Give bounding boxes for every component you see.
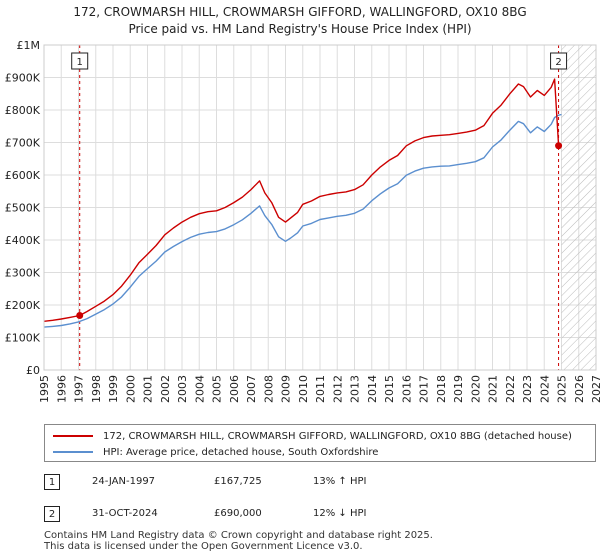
legend-item-property: 172, CROWMARSH HILL, CROWMARSH GIFFORD, …	[53, 428, 572, 444]
property-price-line	[43, 78, 560, 322]
sale-hpi-diff: 13% ↑ HPI	[313, 476, 367, 487]
legend-item-hpi: HPI: Average price, detached house, Sout…	[53, 444, 378, 460]
y-tick-label: £300K	[5, 267, 41, 280]
x-tick-label: 2023	[521, 375, 534, 403]
x-tick-label: 2017	[418, 375, 431, 403]
footer-licence: This data is licensed under the Open Gov…	[44, 541, 363, 552]
x-tick-label: 2022	[504, 375, 517, 403]
x-tick-label: 1995	[38, 375, 51, 403]
x-tick-label: 2014	[366, 375, 379, 403]
x-tick-label: 2026	[573, 375, 586, 403]
sale-date: 31-OCT-2024	[92, 508, 158, 519]
y-tick-label: £900K	[5, 72, 41, 85]
x-tick-label: 2020	[469, 375, 482, 403]
y-tick-label: £200K	[5, 299, 41, 312]
sale-price: £690,000	[214, 508, 262, 519]
x-tick-label: 2005	[211, 375, 224, 403]
x-tick-label: 2011	[314, 375, 327, 403]
y-tick-label: £100K	[5, 332, 41, 345]
legend-swatch-hpi	[53, 451, 93, 453]
x-tick-label: 2010	[297, 375, 310, 403]
sale-hpi-diff: 12% ↓ HPI	[313, 508, 367, 519]
x-tick-label: 2006	[228, 375, 241, 403]
hpi-line	[43, 113, 562, 328]
x-tick-label: 2000	[124, 375, 137, 403]
x-tick-label: 2008	[262, 375, 275, 403]
x-tick-label: 1998	[90, 375, 103, 403]
forecast-hatch	[561, 45, 596, 370]
chart-title: 172, CROWMARSH HILL, CROWMARSH GIFFORD, …	[73, 5, 526, 19]
y-axis: £0 £100K £200K £300K £400K £500K £600K £700K £80…	[5, 39, 41, 377]
x-tick-label: 1999	[107, 375, 120, 403]
x-tick-label: 2019	[452, 375, 465, 403]
y-tick-label: £800K	[5, 104, 41, 117]
y-tick-label: £500K	[5, 202, 41, 215]
footer: Contains HM Land Registry data © Crown c…	[44, 530, 433, 552]
footer-copyright: Contains HM Land Registry data © Crown c…	[44, 530, 433, 541]
y-tick-label: £400K	[5, 234, 41, 247]
y-tick-label: £1M	[17, 39, 41, 52]
sale-label-number: 2	[555, 57, 561, 68]
legend-label-property: 172, CROWMARSH HILL, CROWMARSH GIFFORD, …	[103, 430, 572, 442]
chart-subtitle: Price paid vs. HM Land Registry's House …	[128, 22, 471, 36]
x-tick-label: 2012	[331, 375, 344, 403]
series-lines	[43, 78, 562, 328]
x-tick-label: 2002	[159, 375, 172, 403]
plot-border	[43, 44, 597, 371]
x-tick-label: 2018	[435, 375, 448, 403]
x-tick-label: 2016	[400, 375, 413, 403]
y-tick-label: £700K	[5, 137, 41, 150]
sale-point	[555, 142, 563, 150]
y-tick-label: £600K	[5, 169, 41, 182]
legend: 172, CROWMARSH HILL, CROWMARSH GIFFORD, …	[44, 424, 596, 462]
x-tick-label: 2001	[142, 375, 155, 403]
x-tick-label: 2009	[280, 375, 293, 403]
legend-label-hpi: HPI: Average price, detached house, Sout…	[103, 446, 379, 458]
sale-price: £167,725	[214, 476, 262, 487]
x-tick-label: 2015	[383, 375, 396, 403]
price-chart: 172, CROWMARSH HILL, CROWMARSH GIFFORD, …	[5, 5, 600, 403]
sale-number-badge: 2	[44, 506, 60, 522]
x-tick-label: 1997	[73, 375, 86, 403]
x-tick-label: 2013	[349, 375, 362, 403]
x-axis: 1995 1996 1997 1998 1999 2000 2001 2002 2003 2004…	[38, 375, 600, 403]
x-tick-label: 2027	[590, 375, 600, 403]
x-tick-label: 2024	[538, 375, 551, 403]
sale-point	[76, 311, 84, 319]
y-tick-label: £0	[26, 364, 40, 377]
x-tick-label: 1996	[55, 375, 68, 403]
x-tick-label: 2021	[487, 375, 500, 403]
sale-label-box	[550, 52, 568, 70]
sale-label-number: 1	[77, 57, 83, 68]
sale-number-badge: 1	[44, 474, 60, 490]
x-tick-label: 2007	[245, 375, 258, 403]
x-tick-label: 2004	[193, 375, 206, 403]
x-tick-label: 2025	[556, 375, 569, 403]
sale-label-box	[71, 52, 89, 70]
legend-swatch-property	[53, 435, 93, 437]
sale-date: 24-JAN-1997	[92, 476, 156, 487]
x-tick-label: 2003	[176, 375, 189, 403]
